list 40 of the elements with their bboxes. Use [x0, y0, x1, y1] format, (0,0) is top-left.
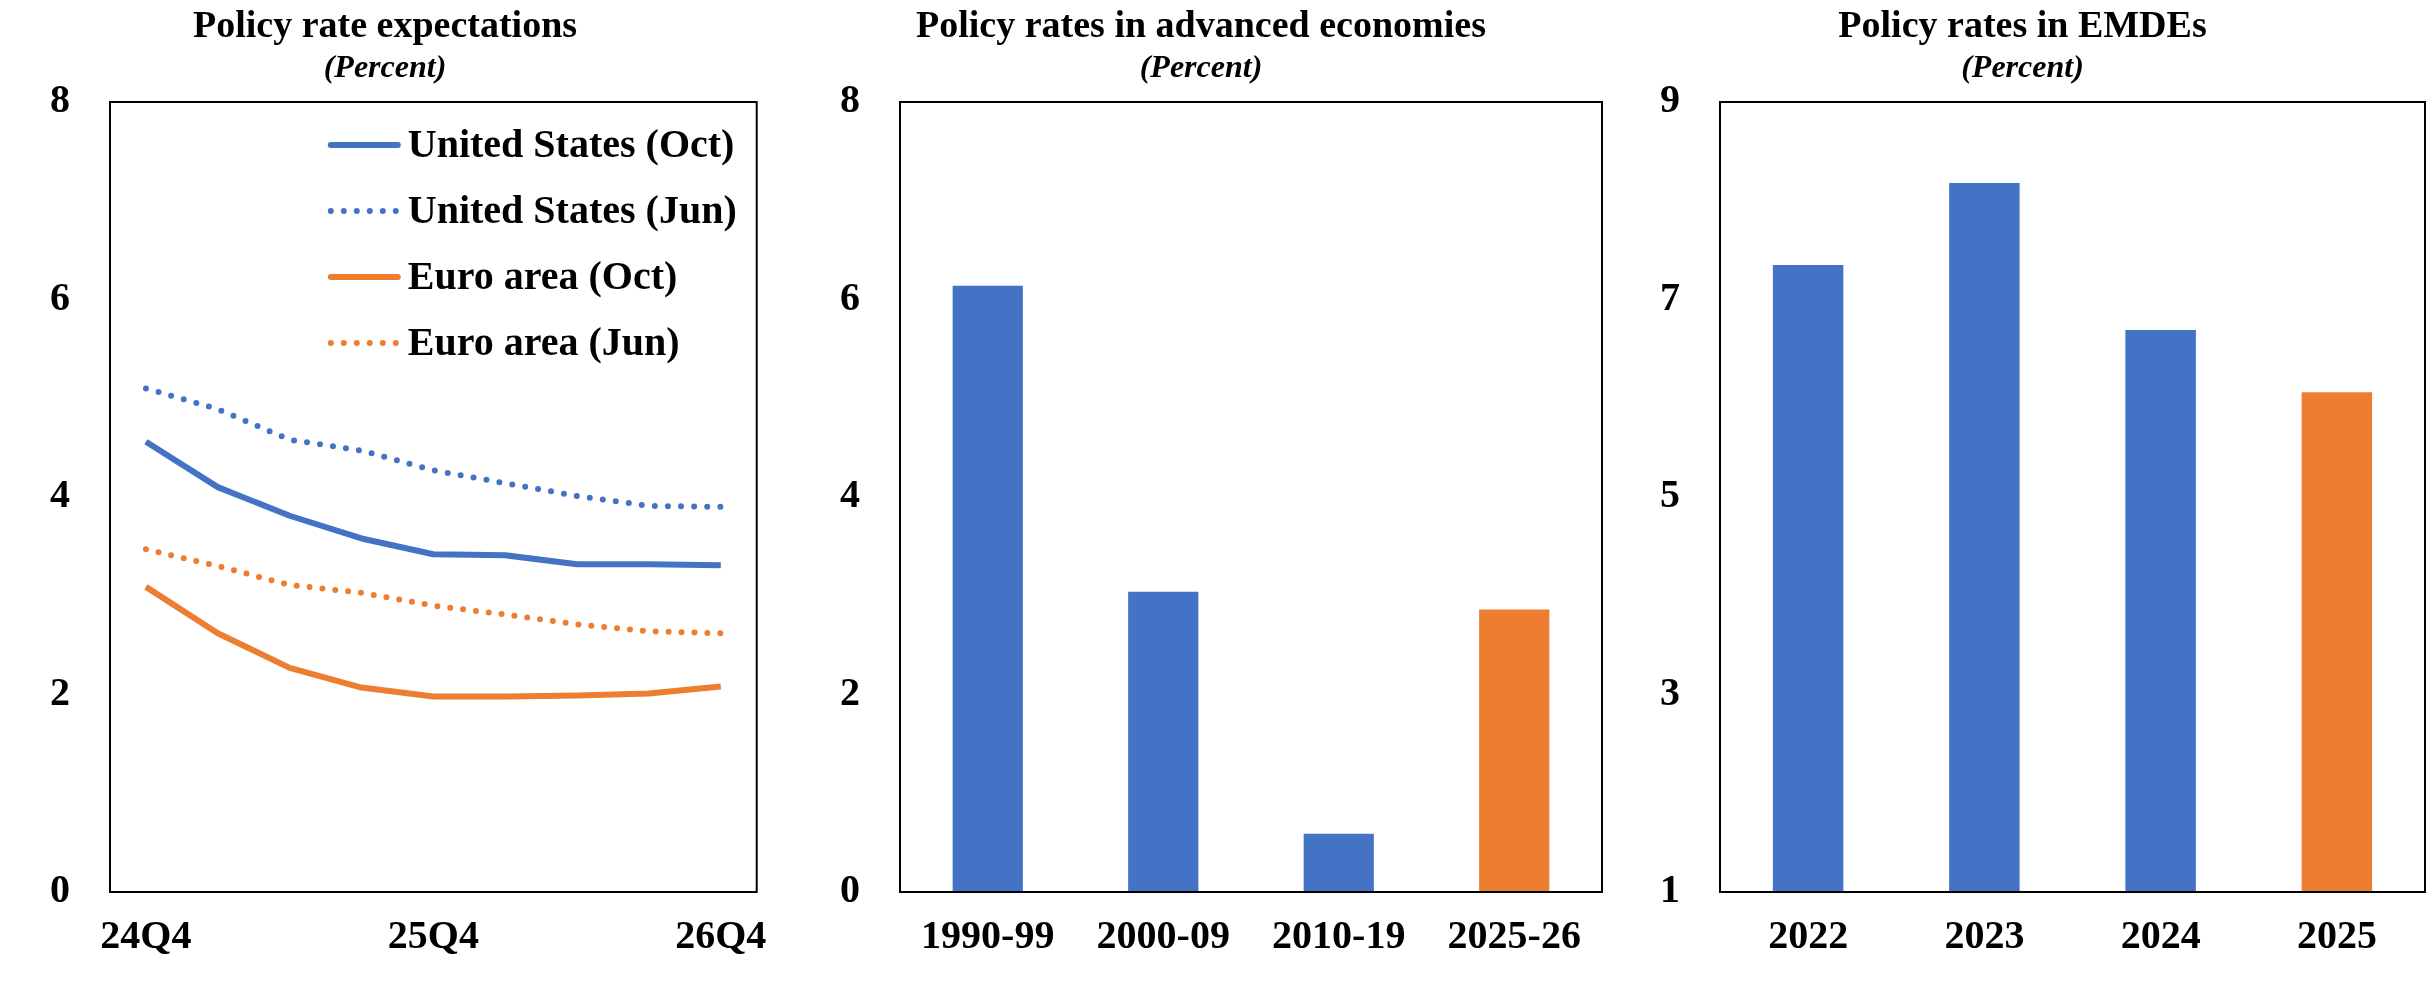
- bar: [1303, 833, 1374, 892]
- y-tick-label: 2: [50, 668, 70, 714]
- y-tick-label: 2: [840, 668, 860, 714]
- legend-label: Euro area (Oct): [407, 253, 678, 299]
- y-tick-label: 1: [1660, 866, 1680, 912]
- x-tick-label: 2022: [1768, 912, 1849, 958]
- legend-label: United States (Oct): [407, 121, 735, 167]
- y-tick-label: 9: [1660, 76, 1680, 122]
- bar: [952, 285, 1023, 892]
- x-tick-label: 2025-26: [1447, 912, 1581, 958]
- x-tick-label: 2000-09: [1096, 912, 1230, 958]
- x-tick-label: 1990-99: [921, 912, 1055, 958]
- chart-title: Policy rate expectations: [192, 2, 578, 45]
- y-tick-label: 6: [840, 273, 860, 319]
- x-tick-label: 2025: [2296, 912, 2377, 958]
- y-tick-label: 4: [50, 471, 70, 517]
- x-tick-label: 2024: [2120, 912, 2201, 958]
- chart-subtitle: (Percent): [323, 48, 447, 85]
- chart-subtitle: (Percent): [1139, 48, 1263, 85]
- legend-label: Euro area (Jun): [407, 319, 680, 365]
- chart-title: Policy rates in advanced economies: [916, 2, 1486, 45]
- y-tick-label: 8: [50, 76, 70, 122]
- bar: [1479, 609, 1550, 892]
- x-tick-label: 2023: [1944, 912, 2025, 958]
- y-tick-label: 7: [1660, 273, 1680, 319]
- legend-label: United States (Jun): [407, 187, 737, 233]
- chart-title: Policy rates in EMDEs: [1838, 2, 2207, 45]
- y-tick-label: 0: [840, 866, 860, 912]
- x-tick-label: 25Q4: [387, 912, 479, 958]
- y-tick-label: 6: [50, 273, 70, 319]
- y-tick-label: 0: [50, 866, 70, 912]
- x-tick-label: 26Q4: [675, 912, 767, 958]
- x-tick-label: 2010-19: [1272, 912, 1406, 958]
- bar: [1128, 591, 1199, 892]
- y-tick-label: 8: [840, 76, 860, 122]
- y-tick-label: 5: [1660, 471, 1680, 517]
- x-tick-label: 24Q4: [100, 912, 192, 958]
- chart-subtitle: (Percent): [1961, 48, 2084, 85]
- y-tick-label: 3: [1660, 668, 1680, 714]
- y-tick-label: 4: [840, 471, 860, 517]
